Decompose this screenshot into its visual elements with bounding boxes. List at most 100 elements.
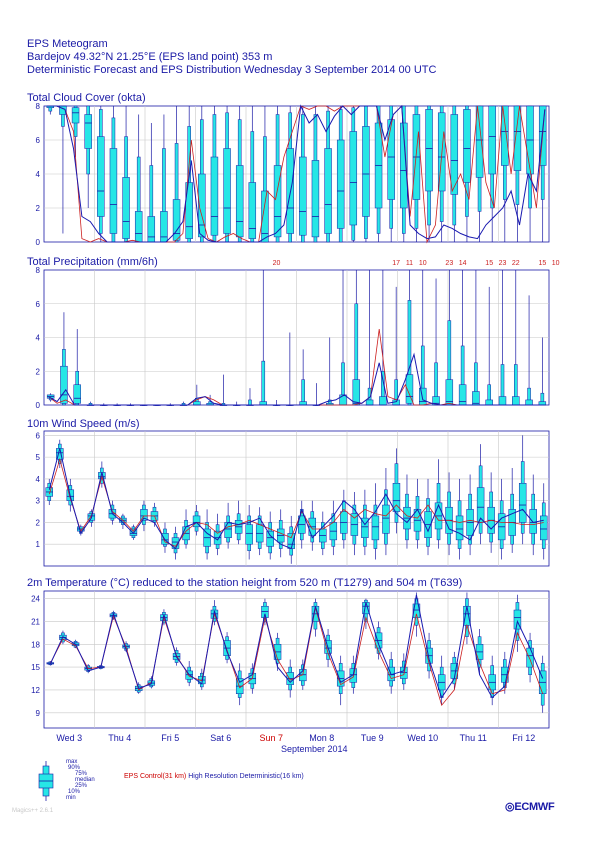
box-inner [529,509,537,534]
box-inner [349,131,358,226]
legend-min: min [66,795,76,801]
hres-line [48,448,544,550]
box-inner [97,136,105,217]
y-tick-label: 6 [36,300,41,309]
box-inner [185,182,193,239]
legend-p75: 75% [75,771,88,777]
day-label: Mon 8 [309,733,334,743]
box-inner [311,160,320,238]
y-tick-label: 3 [36,497,41,506]
location-line: Bardejov 49.32°N 21.25°E (EPS land point… [27,51,273,63]
y-tick-label: 2 [36,204,41,213]
y-tick-label: 0 [36,238,41,247]
forecast-line: Deterministic Forecast and EPS Distribut… [27,64,437,76]
box-inner [518,483,527,523]
box-inner [362,126,370,217]
box-outer [261,360,266,406]
box-inner [501,105,509,166]
box-inner [109,148,118,234]
y-tick-label: 4 [36,170,41,179]
box-inner [193,401,201,406]
box-inner [324,148,332,234]
box-inner [261,190,269,243]
legend-p90: 90% [68,765,81,771]
max-value-label: 15 [485,260,493,267]
max-value-label: 14 [459,260,467,267]
box-inner [475,105,484,178]
box-inner [485,399,493,406]
month-label: September 2014 [281,744,348,754]
y-tick-label: 8 [36,102,41,111]
box-inner [513,105,522,171]
box-inner [134,211,143,243]
panel-0: 0 2 4 6 8 [36,102,550,247]
legend-median: median [75,777,95,783]
y-tick-label: 0 [36,401,41,410]
y-tick-label: 2 [36,518,41,527]
box-inner [336,139,345,229]
legend-max: max [66,759,78,765]
cloud-panel-title: Total Cloud Cover (okta) [27,92,146,104]
box-inner [273,165,282,238]
panel-1: 0 2 4 6 8 20 17 11 10 23 14 15 23 22 15 10 [36,260,560,410]
day-label: Wed 10 [407,733,438,743]
panel-3: 9 12 15 18 21 24 [31,590,550,729]
ecmwf-logo-text: ECMWF [514,801,555,813]
box-inner [455,515,464,541]
day-label: Sun 7 [259,733,283,743]
y-tick-label: 21 [31,617,40,626]
box-inner [432,396,440,406]
box-inner [450,114,459,195]
box-inner [445,379,454,406]
max-value-label: 20 [273,260,281,267]
box-inner [245,524,253,545]
box-inner [192,515,201,528]
y-tick-label: 1 [36,540,41,549]
wind-panel-title: 10m Wind Speed (m/s) [27,418,140,430]
y-tick-label: 4 [36,334,41,343]
box-inner [235,165,244,238]
meteogram-title: EPS Meteogram [27,38,108,50]
box-outer [407,300,412,406]
day-label: Sat 6 [210,733,231,743]
box-inner [140,509,148,521]
box-inner [382,504,390,534]
box-inner [60,365,68,404]
box-outer [301,379,305,406]
box-inner [160,211,168,243]
box-inner [387,119,395,200]
max-value-label: 11 [406,260,413,267]
box-inner [526,647,534,668]
hres-line [49,594,544,699]
day-label: Thu 11 [460,733,487,743]
ecmwf-logo: ◎ECMWF [505,800,555,813]
box-inner [259,401,267,406]
box-inner [540,515,548,541]
box-inner [223,148,231,234]
y-tick-label: 24 [31,595,40,604]
box-inner [198,173,206,238]
max-value-label: 10 [419,260,427,267]
y-tick-label: 4 [36,475,41,484]
max-value-label: 15 [538,260,546,267]
box-inner [73,384,81,404]
box-inner [299,401,307,406]
box-inner [419,387,427,406]
max-value-label: 10 [552,260,560,267]
box-inner [463,109,471,183]
day-label: Wed 3 [56,733,82,743]
max-value-label: 22 [512,260,520,267]
box-outer [174,143,179,243]
legend-p10: 10% [68,789,81,795]
box-inner [405,374,414,404]
box-inner [371,515,380,541]
y-tick-label: 5 [36,453,41,462]
box-inner [210,156,219,236]
y-tick-label: 9 [36,709,41,718]
box-inner [266,530,274,547]
ecmwf-logo-mark: ◎ [505,801,515,813]
box-inner [365,399,374,406]
box-inner [498,396,507,406]
y-tick-label: 2 [36,367,41,376]
box-inner [400,122,408,209]
